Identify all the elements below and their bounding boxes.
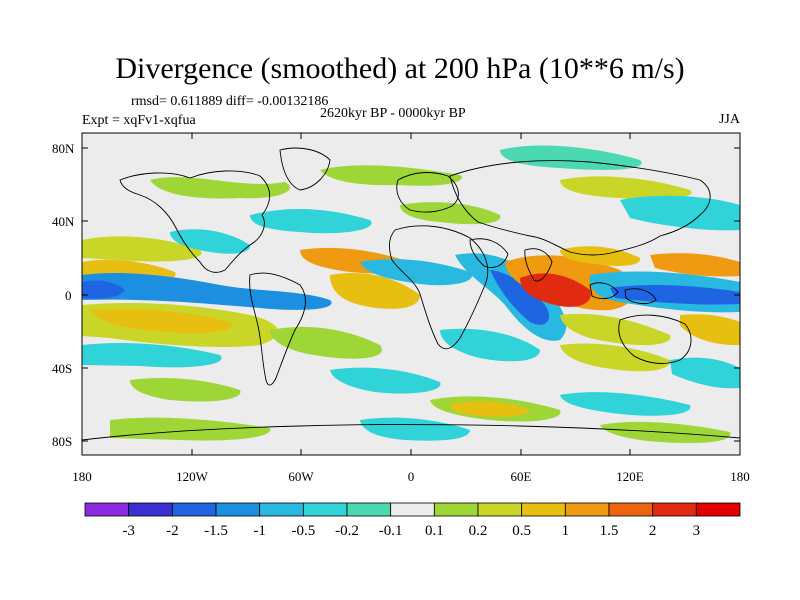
colorbar-swatch: [259, 502, 304, 517]
period-label: 2620kyr BP - 0000kyr BP: [320, 106, 466, 121]
field-blob: [330, 272, 420, 309]
field-blob: [560, 343, 671, 372]
field-blob: [680, 314, 740, 346]
colorbar-swatch: [171, 502, 217, 517]
field-blob: [650, 253, 740, 277]
colorbar: [84, 502, 741, 517]
divergence-field: [82, 145, 740, 444]
colorbar-label: 0.1: [425, 523, 444, 539]
coastline-europe: [396, 172, 459, 213]
field-blob: [440, 328, 540, 362]
lat-label: 80S: [52, 434, 72, 449]
colorbar-swatch: [346, 502, 392, 517]
colorbar-swatch: [521, 502, 566, 517]
field-blob: [82, 273, 332, 310]
field-blob: [400, 202, 501, 225]
coastline-north-america: [119, 170, 271, 273]
field-blob: [320, 165, 462, 186]
field-blob: [560, 313, 671, 346]
colorbar-swatch: [390, 502, 435, 517]
field-blob: [90, 308, 232, 334]
lat-label: 80N: [52, 141, 75, 156]
colorbar-swatch: [128, 502, 173, 517]
colorbar-swatch: [215, 502, 261, 517]
coastline-india: [524, 248, 553, 282]
coastline-asia: [449, 160, 711, 256]
coastline-greenland: [279, 147, 331, 191]
field-blob: [82, 236, 202, 262]
field-blob: [490, 270, 550, 325]
field-blob: [82, 280, 125, 299]
coastline-maritime-continent: [589, 282, 619, 300]
lon-label: 180: [72, 469, 92, 484]
coastline-south-america: [249, 272, 306, 386]
colorbar-label: 1.5: [600, 523, 619, 539]
colorbar-swatch: [695, 502, 741, 517]
colorbar-label: -1: [253, 523, 266, 539]
field-blob: [620, 195, 740, 231]
rmsd-diff-stats: rmsd= 0.611889 diff= -0.00132186: [131, 94, 329, 109]
field-blob: [270, 326, 382, 359]
colorbar-label: 3: [693, 523, 701, 539]
lat-label: 0: [65, 288, 72, 303]
field-blob: [82, 343, 222, 368]
field-blob: [250, 208, 372, 234]
colorbar-label: 1: [562, 523, 570, 539]
colorbar-label: 2: [649, 523, 657, 539]
field-blob: [670, 357, 740, 389]
colorbar-swatch: [477, 502, 523, 517]
field-blob: [450, 401, 530, 417]
colorbar-swatch: [608, 502, 654, 517]
colorbar-swatch: [433, 502, 479, 517]
colorbar-swatch: [564, 502, 610, 517]
field-blob: [360, 417, 470, 441]
season-label: JJA: [718, 112, 740, 127]
colorbar-label: 0.5: [512, 523, 531, 539]
field-blob: [520, 273, 591, 307]
lon-label: 60W: [288, 469, 314, 484]
coastlines: [82, 147, 740, 441]
coastline-australia: [618, 314, 692, 364]
field-blob: [110, 417, 271, 441]
field-blob: [360, 259, 472, 286]
colorbar-swatch: [652, 502, 697, 517]
longitude-axis: 180 120W 60W 0 60E 120E 180: [72, 133, 750, 484]
field-blob: [330, 367, 441, 394]
field-blob: [150, 177, 290, 199]
colorbar-labels: -3 -2 -1.5 -1 -0.5 -0.2 -0.1 0.1 0.2 0.5 1 1.5 2 3: [122, 523, 700, 539]
field-blob: [130, 378, 241, 402]
colorbar-swatch: [302, 502, 348, 517]
coastline-africa: [388, 225, 489, 350]
coastline-maritime-continent: [624, 288, 657, 305]
colorbar-label: -0.5: [291, 523, 315, 539]
lon-label: 0: [408, 469, 415, 484]
colorbar-label: -3: [122, 523, 135, 539]
lon-label: 120E: [616, 469, 644, 484]
coastline-arabia: [469, 238, 509, 268]
colorbar-label: 0.2: [469, 523, 488, 539]
colorbar-label: -0.2: [335, 523, 359, 539]
lon-label: 180: [730, 469, 750, 484]
map-title: Divergence (smoothed) at 200 hPa (10**6 …: [115, 52, 685, 85]
coastline-antarctica: [82, 424, 740, 441]
lat-label: 40N: [52, 214, 75, 229]
lat-label: 40S: [52, 361, 72, 376]
latitude-axis: 80N 40N 0 40S 80S: [52, 141, 740, 449]
field-blob: [560, 392, 691, 416]
colorbar-swatch: [84, 502, 130, 517]
lon-label: 120W: [176, 469, 209, 484]
colorbar-label: -2: [166, 523, 179, 539]
field-blob: [170, 229, 251, 254]
field-blob: [560, 176, 692, 200]
lon-label: 60E: [511, 469, 532, 484]
colorbar-label: -0.1: [379, 523, 403, 539]
colorbar-label: -1.5: [204, 523, 228, 539]
experiment-label: Expt = xqFv1-xqfua: [82, 113, 196, 128]
